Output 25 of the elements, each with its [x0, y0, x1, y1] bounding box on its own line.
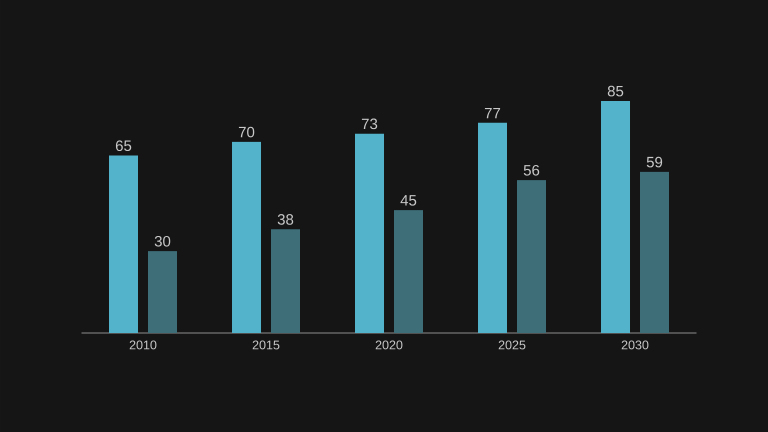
data-label: 38 [278, 214, 294, 225]
x-tick-label: 2020 [376, 340, 402, 350]
data-label: 30 [154, 236, 170, 247]
x-tick-label: 2010 [130, 340, 156, 350]
bar [640, 172, 670, 333]
bar [394, 210, 423, 333]
bar [517, 180, 546, 333]
x-tick-label: 2015 [252, 340, 280, 350]
data-label: 56 [524, 164, 540, 176]
data-label: 77 [484, 108, 500, 118]
bar [601, 100, 630, 333]
bar [271, 229, 300, 333]
data-label: 70 [238, 126, 254, 138]
data-label: 73 [362, 118, 378, 130]
x-tick-label: 2030 [622, 340, 648, 350]
bar [109, 156, 138, 333]
x-tick-label: 2025 [498, 340, 526, 350]
bar [478, 122, 508, 333]
data-label: 85 [608, 86, 624, 96]
bar [232, 142, 262, 333]
bar [355, 134, 384, 333]
bar [148, 251, 178, 333]
data-label: 59 [646, 156, 662, 168]
data-label: 45 [400, 195, 416, 206]
data-label: 65 [116, 140, 132, 152]
